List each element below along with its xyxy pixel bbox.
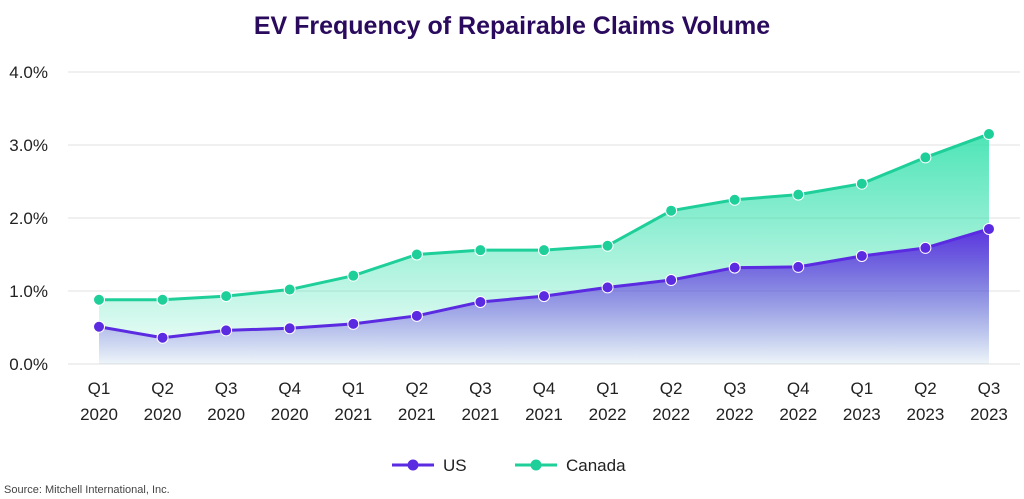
x-tick-year: 2023 xyxy=(970,405,1008,424)
x-tick-year: 2020 xyxy=(271,405,309,424)
point-canada[interactable] xyxy=(537,244,550,257)
x-tick-quarter: Q4 xyxy=(787,379,810,398)
legend-item-canada[interactable]: Canada xyxy=(515,456,626,475)
point-us[interactable] xyxy=(283,322,296,335)
x-tick-quarter: Q2 xyxy=(660,379,683,398)
point-us[interactable] xyxy=(919,241,932,254)
x-tick-quarter: Q3 xyxy=(978,379,1001,398)
legend-canada-marker xyxy=(530,459,542,471)
x-tick-year: 2021 xyxy=(525,405,563,424)
point-canada[interactable] xyxy=(792,188,805,201)
point-canada[interactable] xyxy=(728,193,741,206)
legend-item-us[interactable]: US xyxy=(392,456,467,475)
point-canada[interactable] xyxy=(220,290,233,303)
series-points xyxy=(93,128,995,344)
legend-canada-label: Canada xyxy=(566,456,626,475)
x-tick-year: 2021 xyxy=(334,405,372,424)
point-canada[interactable] xyxy=(474,244,487,257)
point-canada[interactable] xyxy=(347,269,360,282)
point-us[interactable] xyxy=(474,295,487,308)
legend: US Canada xyxy=(392,456,626,475)
x-axis-ticks: Q1 2020 Q2 2020 Q3 2020 Q4 2020 Q1 2021 Q2 2021 Q3 20… xyxy=(80,379,1008,424)
x-tick-quarter: Q4 xyxy=(278,379,301,398)
x-tick-year: 2021 xyxy=(398,405,436,424)
x-tick-year: 2020 xyxy=(144,405,182,424)
legend-us-label: US xyxy=(443,456,467,475)
point-us[interactable] xyxy=(537,290,550,303)
point-canada[interactable] xyxy=(665,204,678,217)
point-us[interactable] xyxy=(220,324,233,337)
y-tick-label: 3.0% xyxy=(9,136,48,155)
point-us[interactable] xyxy=(410,309,423,322)
point-canada[interactable] xyxy=(919,151,932,164)
x-tick-quarter: Q2 xyxy=(151,379,174,398)
x-tick-year: 2022 xyxy=(589,405,627,424)
point-canada[interactable] xyxy=(156,293,169,306)
point-us[interactable] xyxy=(855,249,868,262)
y-tick-label: 1.0% xyxy=(9,282,48,301)
x-tick-quarter: Q3 xyxy=(215,379,238,398)
x-tick-year: 2020 xyxy=(207,405,245,424)
point-canada[interactable] xyxy=(982,128,995,141)
point-us[interactable] xyxy=(792,260,805,273)
point-us[interactable] xyxy=(665,274,678,287)
legend-us-marker xyxy=(407,459,419,471)
y-axis-ticks: 0.0% 1.0% 2.0% 3.0% 4.0% xyxy=(9,63,48,374)
chart-title: EV Frequency of Repairable Claims Volume xyxy=(254,12,770,40)
point-us[interactable] xyxy=(347,317,360,330)
x-tick-quarter: Q1 xyxy=(342,379,365,398)
x-tick-year: 2020 xyxy=(80,405,118,424)
x-tick-year: 2023 xyxy=(843,405,881,424)
point-us[interactable] xyxy=(728,261,741,274)
y-tick-label: 4.0% xyxy=(9,63,48,82)
point-canada[interactable] xyxy=(410,248,423,261)
y-tick-label: 0.0% xyxy=(9,355,48,374)
x-tick-quarter: Q1 xyxy=(850,379,873,398)
point-canada[interactable] xyxy=(855,177,868,190)
point-us[interactable] xyxy=(156,331,169,344)
point-us[interactable] xyxy=(93,320,105,333)
x-tick-year: 2023 xyxy=(906,405,944,424)
x-tick-quarter: Q4 xyxy=(533,379,556,398)
x-tick-quarter: Q1 xyxy=(596,379,619,398)
x-tick-year: 2021 xyxy=(462,405,500,424)
x-tick-quarter: Q2 xyxy=(406,379,429,398)
x-tick-year: 2022 xyxy=(652,405,690,424)
point-canada[interactable] xyxy=(93,293,105,306)
x-tick-quarter: Q3 xyxy=(723,379,746,398)
x-tick-quarter: Q3 xyxy=(469,379,492,398)
point-canada[interactable] xyxy=(601,239,614,252)
y-tick-label: 2.0% xyxy=(9,209,48,228)
point-us[interactable] xyxy=(601,281,614,294)
x-tick-quarter: Q2 xyxy=(914,379,937,398)
source-note: Source: Mitchell International, Inc. xyxy=(4,484,170,496)
x-tick-quarter: Q1 xyxy=(88,379,111,398)
x-tick-year: 2022 xyxy=(716,405,754,424)
point-us[interactable] xyxy=(982,222,995,235)
x-tick-year: 2022 xyxy=(779,405,817,424)
point-canada[interactable] xyxy=(283,283,296,296)
